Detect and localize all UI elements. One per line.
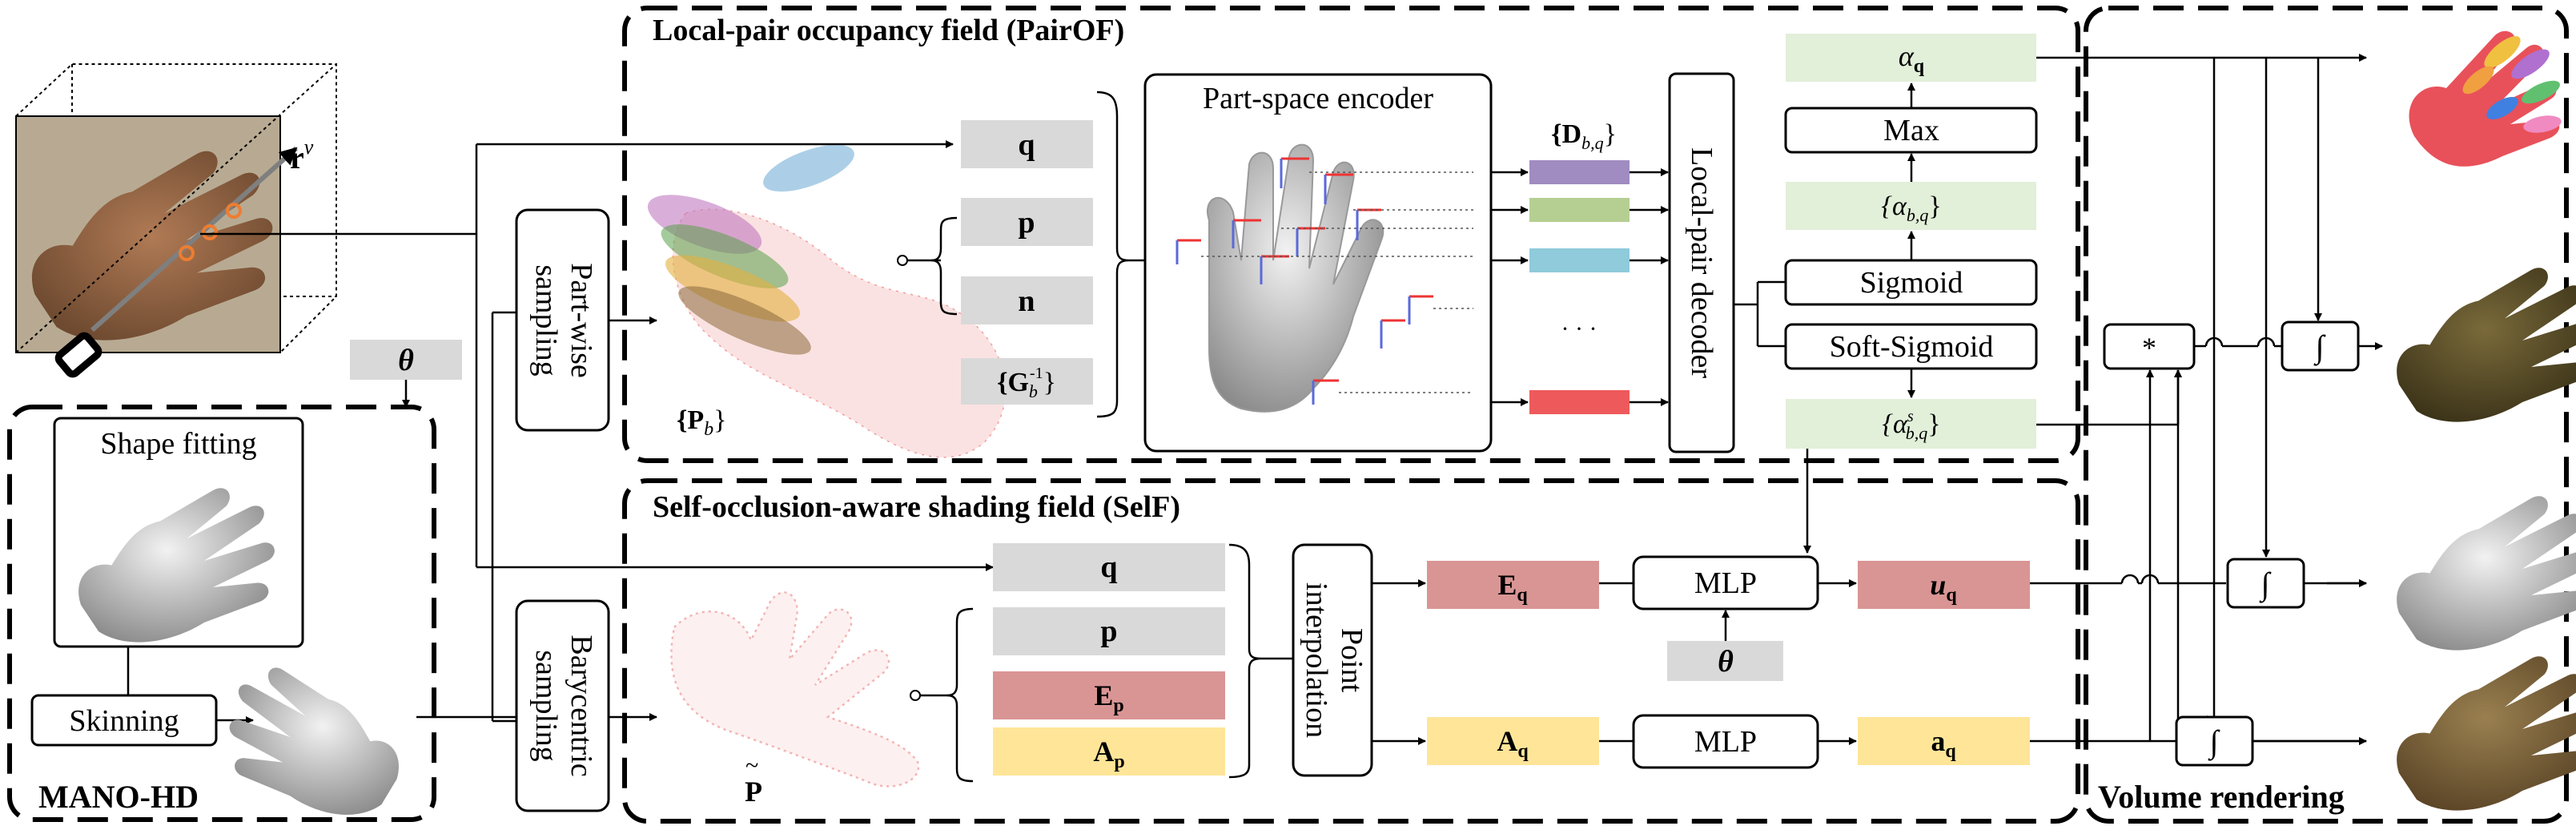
local-pair-decoder-label: Local-pair decoder (1685, 147, 1718, 378)
ep-label: Ep (1094, 679, 1123, 716)
ap-box (993, 727, 1225, 776)
integral-label-3: ∫ (2208, 723, 2221, 761)
self-title: Self-occlusion-aware shading field (SelF… (653, 490, 1180, 524)
output-rgb-hand (2397, 656, 2576, 811)
d-feature-3 (1529, 248, 1630, 272)
max-label: Max (1883, 114, 1939, 147)
p-box-self (993, 607, 1225, 655)
sigmoid-label: Sigmoid (1860, 266, 1963, 300)
theta-box (350, 340, 462, 380)
ray-label: rv (290, 135, 314, 175)
q-label-self: q (1100, 550, 1117, 584)
output-shading-hand-1 (2397, 268, 2576, 422)
alpha-s-label: {αs b,q} (1882, 408, 1940, 443)
mano-title: MANO-HD (38, 779, 199, 815)
theta-label-self: θ (1718, 645, 1734, 679)
shape-fitting-label: Shape fitting (100, 427, 256, 461)
theta-label: θ (398, 344, 414, 377)
n-box-pairof (961, 276, 1093, 324)
mano-frame (7, 405, 436, 822)
eq-box (1427, 561, 1599, 609)
sigmoid-box (1784, 259, 2038, 306)
p-box-pairof (961, 198, 1093, 246)
alpha-q-label: αq (1899, 40, 1925, 77)
g-box-pairof (961, 358, 1093, 405)
barycentric-sampling-label: Barycentricsampling (529, 635, 598, 776)
barycentric-sampling-box (515, 599, 610, 812)
d-feature-arrows (1491, 168, 1529, 406)
volume-frame (2084, 6, 2569, 824)
integral-label-1: ∫ (2313, 328, 2327, 366)
self-frame (622, 478, 2080, 824)
multiply-label: * (2142, 332, 2156, 364)
n-label-pairof: n (1018, 284, 1035, 318)
shading-point-cloud (670, 591, 921, 788)
q-box-pairof (961, 120, 1093, 168)
output-occupancy-hand (2409, 30, 2562, 167)
camera-ray (90, 146, 298, 332)
aq-label: Aq (1497, 725, 1529, 762)
encoder-hand (1175, 143, 1473, 413)
integral-label-2: ∫ (2259, 566, 2273, 603)
d-feature-last (1529, 390, 1630, 414)
theta-box-self (1667, 641, 1783, 681)
skinned-hand (229, 667, 399, 815)
partwise-sampling-label: Part-wisesampling (529, 263, 598, 378)
p-label-pairof: p (1018, 206, 1035, 240)
part-point-cloud (647, 144, 1007, 458)
g-label-pairof: {Gb-1} (997, 365, 1056, 401)
q-box-self (993, 543, 1225, 591)
d-feature-2 (1529, 198, 1630, 222)
p-tilde-label: P (745, 776, 762, 808)
volume-title: Volume rendering (2098, 779, 2345, 815)
point-interpolation-label: Pointinterpolation (1300, 582, 1368, 738)
p-tilde-mark: ~ (745, 752, 758, 779)
d-to-decoder (1630, 168, 1669, 406)
ep-box (993, 671, 1225, 719)
output-shading-hand-2 (2397, 496, 2576, 651)
skinning-label: Skinning (69, 704, 179, 738)
alpha-s-box (1786, 399, 2036, 449)
p-label-self: p (1100, 614, 1117, 648)
uq-label: uq (1930, 569, 1957, 606)
aq-box (1427, 717, 1599, 765)
pairof-title: Local-pair occupancy field (PairOF) (653, 14, 1124, 47)
ray-sample-points (179, 203, 242, 261)
d-feature-1 (1529, 160, 1630, 184)
q-label-pairof: q (1018, 128, 1035, 162)
part-space-encoder-label: Part-space encoder (1203, 82, 1433, 115)
point-interpolation-box (1292, 543, 1373, 777)
camera-icon (54, 332, 102, 378)
d-label: {Db,q} (1551, 119, 1617, 153)
local-pair-decoder-box (1668, 72, 1735, 453)
aq-out-box (1858, 717, 2030, 765)
alpha-bq-box (1786, 182, 2036, 230)
mlp1-label: MLP (1694, 566, 1757, 600)
aq-out-label: aq (1931, 725, 1956, 762)
input-hand-photo (15, 63, 337, 353)
max-box (1784, 107, 2038, 154)
ap-label: Ap (1093, 735, 1124, 772)
alpha-bq-label: {αb,q} (1881, 191, 1941, 225)
uq-box (1858, 561, 2030, 609)
alpha-q-box (1786, 34, 2036, 82)
mlp2-label: MLP (1694, 725, 1757, 759)
d-ellipsis: · · · (1561, 316, 1597, 342)
eq-label: Eq (1497, 569, 1528, 606)
soft-sigmoid-label: Soft-Sigmoid (1830, 330, 1994, 364)
pb-label: {Pb} (677, 405, 727, 440)
